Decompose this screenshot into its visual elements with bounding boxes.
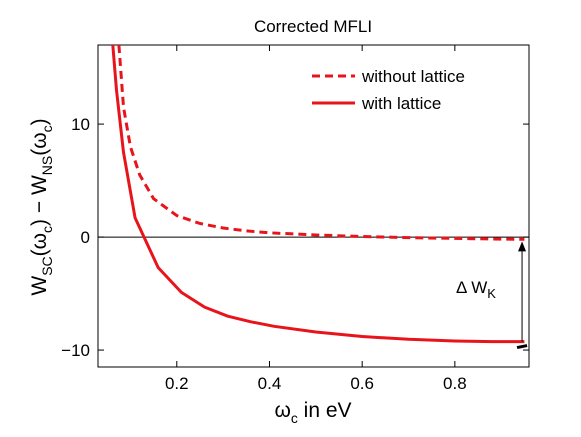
legend-label-without-lattice: without lattice [361,67,465,86]
x-tick-label: 0.4 [258,374,282,393]
chart-title: Corrected MFLI [254,17,372,36]
series-line-with-lattice [111,45,525,344]
plot-border [97,44,530,368]
x-tick-label: 0.2 [165,374,189,393]
delta-arrow-tail [516,344,528,350]
legend: without lattice with lattice [312,67,465,113]
x-tick-label: 0.6 [350,374,374,393]
delta-label: Δ WK [456,278,496,301]
y-axis-label: WSC(ωc) − WNS(ωc) [28,118,55,295]
y-tick-label: 0 [81,228,90,247]
x-axis-label: ωc in eV [274,399,351,426]
series-line-without-lattice [117,45,525,241]
y-tick-label: 10 [71,115,90,134]
plot-area [97,44,530,368]
axis-ticks: 0.2 0.4 0.6 0.8 −10 0 10 [61,45,529,393]
x-tick-label: 0.8 [443,374,467,393]
delta-annotation: Δ WK [456,241,528,350]
delta-arrow-head [518,241,527,252]
series-lines [111,45,525,344]
legend-label-with-lattice: with lattice [361,94,441,113]
y-tick-label: −10 [61,341,90,360]
